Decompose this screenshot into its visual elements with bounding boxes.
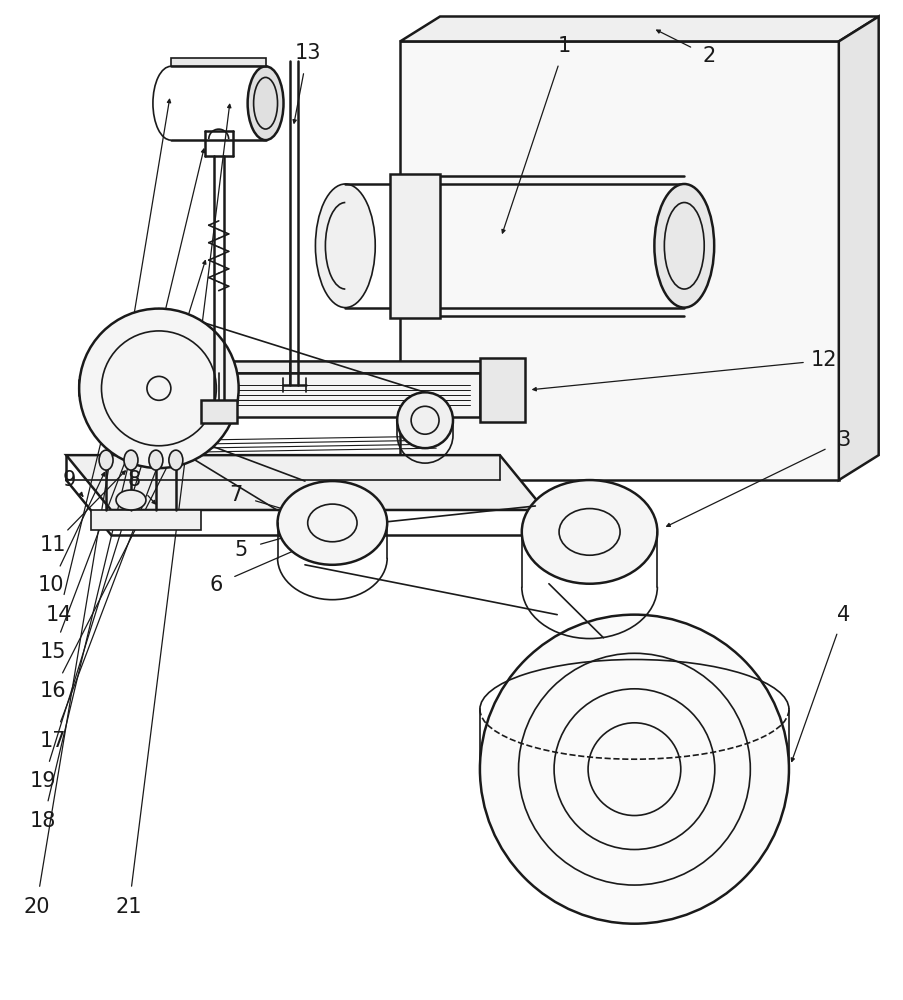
Polygon shape: [116, 373, 479, 417]
Polygon shape: [116, 361, 499, 373]
Polygon shape: [400, 41, 838, 480]
Ellipse shape: [654, 184, 713, 308]
Text: 20: 20: [23, 897, 50, 917]
Ellipse shape: [521, 480, 656, 584]
Polygon shape: [400, 16, 878, 41]
Text: 6: 6: [209, 575, 222, 595]
Text: 12: 12: [810, 350, 836, 370]
Polygon shape: [200, 400, 237, 423]
Ellipse shape: [169, 450, 182, 470]
Text: 4: 4: [836, 605, 850, 625]
Text: 5: 5: [234, 540, 247, 560]
Text: 16: 16: [40, 681, 67, 701]
Ellipse shape: [79, 309, 238, 468]
Text: 2: 2: [702, 46, 715, 66]
Text: 14: 14: [46, 605, 72, 625]
Ellipse shape: [116, 490, 145, 510]
Ellipse shape: [315, 184, 375, 308]
Text: 8: 8: [127, 470, 140, 490]
Text: 17: 17: [40, 731, 67, 751]
Ellipse shape: [479, 615, 788, 924]
Text: 3: 3: [836, 430, 850, 450]
Text: 21: 21: [116, 897, 142, 917]
Text: 10: 10: [38, 575, 64, 595]
Polygon shape: [838, 16, 878, 480]
Polygon shape: [390, 174, 440, 318]
Text: 18: 18: [30, 811, 56, 831]
Text: 7: 7: [228, 485, 242, 505]
Text: 13: 13: [293, 43, 321, 63]
Ellipse shape: [277, 481, 386, 565]
Polygon shape: [479, 358, 525, 422]
Ellipse shape: [124, 450, 138, 470]
Ellipse shape: [247, 66, 284, 140]
Text: 1: 1: [557, 36, 571, 56]
Text: 11: 11: [40, 535, 67, 555]
Polygon shape: [91, 510, 200, 530]
Text: 19: 19: [30, 771, 57, 791]
Polygon shape: [171, 58, 265, 66]
Ellipse shape: [99, 450, 113, 470]
Ellipse shape: [396, 392, 452, 448]
Text: 9: 9: [62, 470, 76, 490]
Text: 15: 15: [40, 642, 67, 662]
Ellipse shape: [149, 450, 163, 470]
Polygon shape: [66, 455, 545, 510]
